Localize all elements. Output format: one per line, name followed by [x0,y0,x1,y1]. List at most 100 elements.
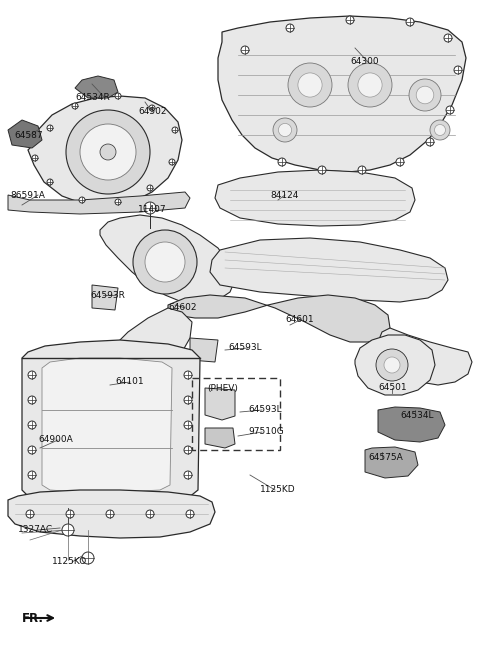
Polygon shape [210,238,448,302]
Circle shape [348,63,392,107]
Circle shape [28,446,36,454]
Circle shape [26,510,34,518]
Polygon shape [205,428,235,448]
Circle shape [133,230,197,294]
Circle shape [384,357,400,373]
Circle shape [32,155,38,161]
Circle shape [149,105,155,111]
Circle shape [358,73,382,97]
Polygon shape [100,215,235,305]
Text: 64587: 64587 [14,131,43,140]
Circle shape [278,158,286,166]
Text: 64501: 64501 [378,384,407,392]
Polygon shape [205,388,235,420]
Polygon shape [365,447,418,478]
Circle shape [106,510,114,518]
Circle shape [241,46,249,54]
Text: 64575A: 64575A [368,453,403,462]
Text: 64534R: 64534R [75,94,110,102]
Text: 97510G: 97510G [248,428,284,436]
Circle shape [47,179,53,185]
Circle shape [184,421,192,429]
Circle shape [396,158,404,166]
Circle shape [278,123,292,136]
Polygon shape [190,338,218,362]
Polygon shape [218,16,466,172]
Circle shape [62,524,74,536]
Circle shape [434,125,445,136]
Circle shape [147,185,153,191]
Text: 64593L: 64593L [248,405,282,415]
Text: 1125KD: 1125KD [260,485,296,495]
Circle shape [184,471,192,479]
Polygon shape [28,96,182,206]
Text: 1125KO: 1125KO [52,558,87,567]
Circle shape [184,446,192,454]
Text: 86591A: 86591A [10,190,45,199]
Polygon shape [92,285,118,310]
Text: 64593R: 64593R [90,291,125,300]
Circle shape [409,79,441,111]
Circle shape [82,552,94,564]
Circle shape [454,66,462,74]
Circle shape [28,421,36,429]
Text: 1327AC: 1327AC [18,525,53,535]
Circle shape [318,166,326,174]
Circle shape [115,93,121,99]
Text: 64602: 64602 [168,304,196,312]
Circle shape [184,396,192,404]
Circle shape [416,86,434,104]
Circle shape [66,110,150,194]
Circle shape [288,63,332,107]
Circle shape [273,118,297,142]
Polygon shape [42,358,172,492]
Polygon shape [378,407,445,442]
Polygon shape [215,170,415,226]
Circle shape [186,510,194,518]
Circle shape [444,34,452,42]
Circle shape [406,18,414,26]
Circle shape [426,138,434,146]
Polygon shape [355,335,435,395]
Circle shape [346,16,354,24]
Text: 64601: 64601 [285,316,313,325]
Text: 64101: 64101 [115,377,144,386]
Circle shape [28,396,36,404]
Circle shape [172,127,178,133]
Circle shape [145,242,185,282]
Text: 64300: 64300 [350,58,379,66]
Text: 64593L: 64593L [228,344,262,352]
Circle shape [446,106,454,114]
Polygon shape [22,340,200,504]
Circle shape [28,471,36,479]
Circle shape [286,24,294,32]
Polygon shape [378,328,472,385]
Text: (PHEV): (PHEV) [207,384,238,392]
Text: FR.: FR. [22,611,44,625]
Polygon shape [75,76,118,98]
Circle shape [28,371,36,379]
Text: 64900A: 64900A [38,436,73,445]
Text: 11407: 11407 [138,205,167,215]
Polygon shape [8,490,215,538]
Circle shape [169,159,175,165]
Circle shape [79,197,85,203]
Text: 64534L: 64534L [400,411,433,419]
Circle shape [146,510,154,518]
Circle shape [358,166,366,174]
Circle shape [115,199,121,205]
Circle shape [298,73,322,97]
Circle shape [47,125,53,131]
Circle shape [66,510,74,518]
Polygon shape [8,120,42,148]
Circle shape [80,124,136,180]
Text: 84124: 84124 [270,190,299,199]
Polygon shape [100,308,192,390]
Circle shape [144,202,156,214]
Circle shape [376,349,408,381]
Text: 64502: 64502 [138,108,167,117]
Polygon shape [168,295,390,342]
Polygon shape [8,192,190,214]
Circle shape [100,144,116,160]
Circle shape [72,103,78,109]
